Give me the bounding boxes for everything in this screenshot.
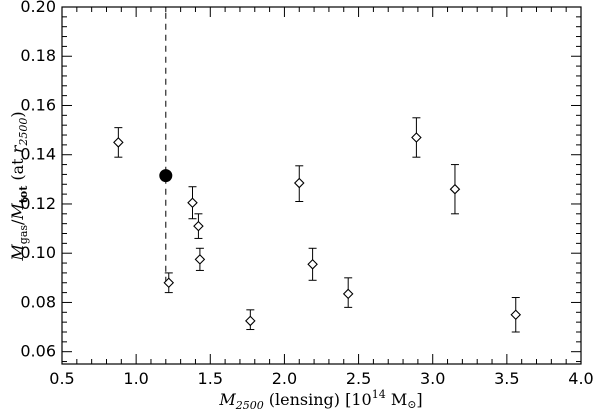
data-point	[187, 186, 198, 220]
data-point	[193, 213, 204, 239]
x-tick-label: 1.5	[198, 369, 223, 388]
diamond-marker	[307, 259, 318, 270]
diamond-marker	[510, 309, 522, 321]
data-point	[245, 309, 256, 331]
diamond-marker	[163, 277, 175, 289]
data-point	[449, 164, 461, 215]
diamond-marker	[194, 254, 206, 265]
diamond-marker	[411, 132, 422, 143]
x-tick-label: 0.5	[49, 369, 74, 388]
data-point	[194, 247, 206, 271]
y-tick-label: 0.10	[20, 243, 56, 262]
diamond-marker	[293, 177, 305, 189]
y-tick-label: 0.12	[20, 194, 56, 213]
data-point	[342, 277, 354, 308]
y-tick-label: 0.18	[20, 46, 56, 65]
y-tick-label: 0.08	[20, 292, 56, 311]
x-tick-label: 2.0	[272, 369, 297, 388]
data-point	[510, 297, 522, 333]
diamond-marker	[245, 315, 256, 327]
y-axis-title: Mgas/Mtot (at r2500)	[8, 111, 30, 261]
data-point	[411, 117, 422, 158]
data-point	[113, 127, 124, 158]
diamond-marker	[187, 197, 198, 209]
y-tick-label: 0.16	[20, 95, 56, 114]
x-tick-label: 1.0	[123, 369, 148, 388]
y-tick-label: 0.20	[20, 0, 56, 16]
highlight-marker	[159, 169, 173, 183]
diamond-marker	[193, 220, 204, 232]
x-tick-label: 3.5	[494, 369, 519, 388]
diamond-marker	[449, 183, 461, 195]
x-axis-title: M2500 (lensing) [1014 M⊙]	[218, 388, 422, 412]
diamond-marker	[113, 137, 124, 148]
plot-frame	[61, 6, 582, 365]
data-point	[163, 272, 175, 294]
diamond-marker	[342, 288, 354, 300]
x-tick-label: 2.5	[346, 369, 371, 388]
y-tick-label: 0.14	[20, 145, 56, 164]
x-tick-label: 4.0	[568, 369, 593, 388]
data-point	[293, 165, 305, 203]
data-point	[307, 247, 318, 281]
y-tick-label: 0.06	[20, 342, 56, 361]
x-tick-label: 3.0	[420, 369, 445, 388]
